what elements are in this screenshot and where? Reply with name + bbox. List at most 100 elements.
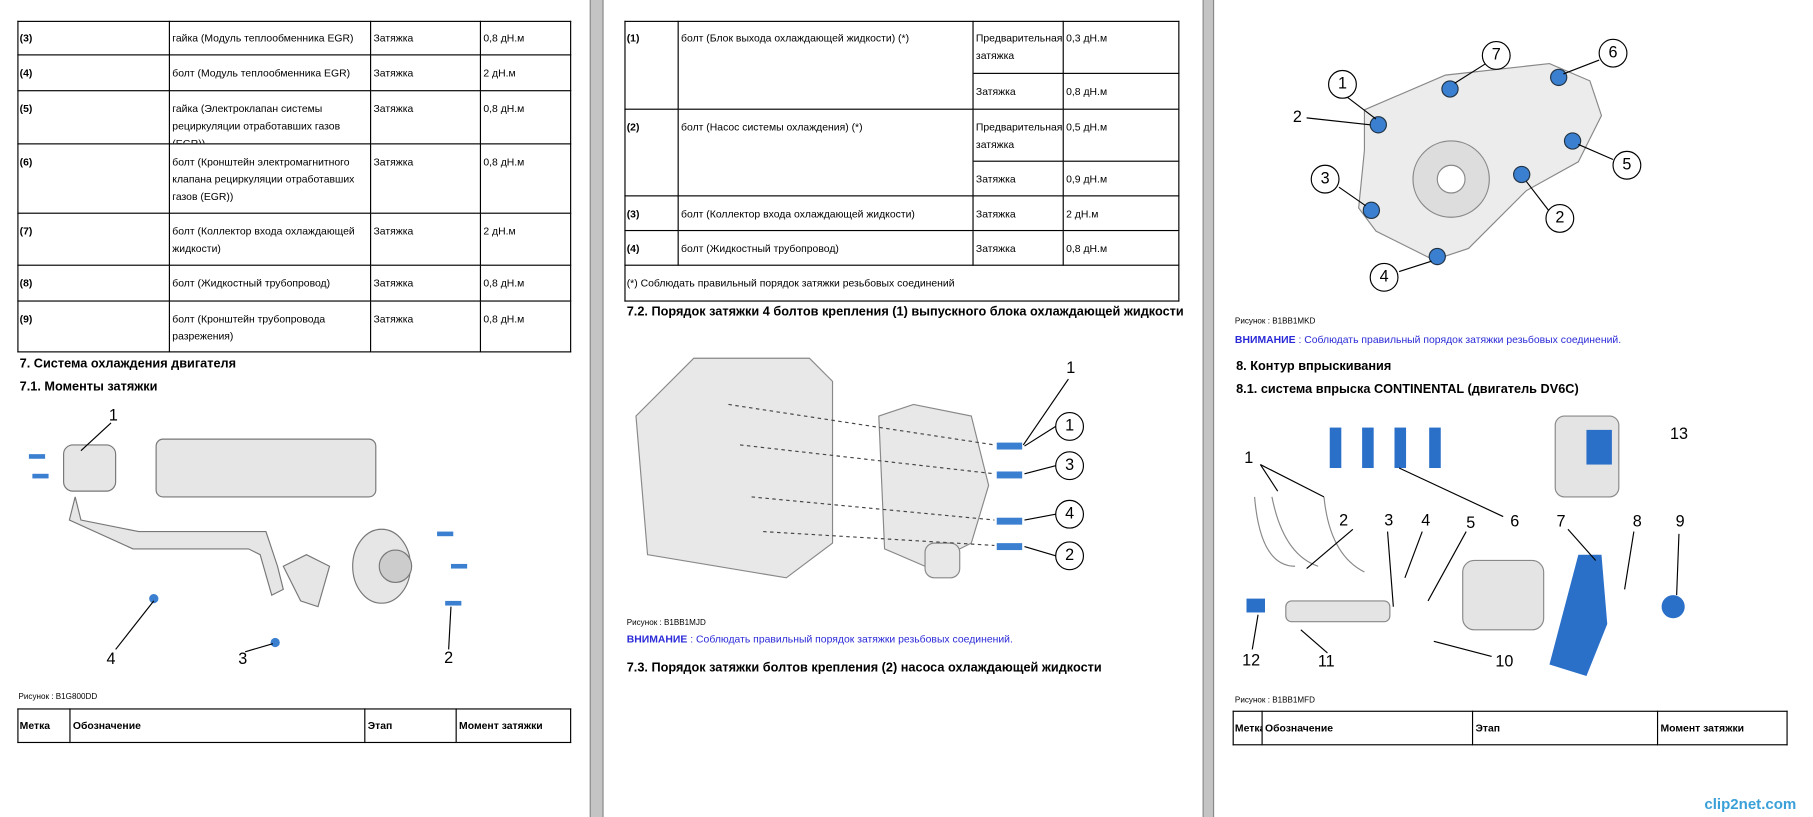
- table-cell: (1): [624, 20, 679, 110]
- dashed-lines: [728, 403, 995, 547]
- callout: 1: [1065, 417, 1074, 435]
- table-cell: Затяжка: [973, 231, 1064, 266]
- parts: [1246, 427, 1685, 677]
- callout-circle: [1055, 411, 1085, 441]
- callout: 5: [1466, 514, 1475, 532]
- table-cell: болт (Кронштейн трубопровода разрежения): [169, 301, 372, 353]
- table-cell: Обозначение: [1262, 710, 1474, 746]
- table-cell: 2 дН.м: [481, 213, 572, 266]
- callout: 5: [1622, 156, 1631, 174]
- watermark: clip2net.com: [1704, 795, 1797, 813]
- table-cell: Обозначение: [70, 708, 366, 744]
- table-cell: Метка: [17, 708, 71, 744]
- leader-lines: [1022, 378, 1069, 557]
- callout-circle: [1612, 150, 1642, 180]
- warning: ВНИМАНИЕ : Соблюдать правильный порядок …: [627, 633, 1013, 645]
- table-cell: Затяжка: [371, 301, 482, 353]
- table-cell: 0,8 дН.м: [481, 265, 572, 302]
- figure-caption: Рисунок : B1BB1MFD: [1234, 696, 1315, 705]
- table-cell: гайка (Модуль теплообменника EGR): [169, 20, 372, 56]
- section-heading: 7.2. Порядок затяжки 4 болтов крепления …: [626, 305, 1184, 319]
- table-cell: Затяжка: [371, 144, 482, 214]
- table-cell: болт (Насос системы охлаждения) (*): [678, 109, 974, 197]
- table-cell: 0,8 дН.м: [481, 20, 572, 56]
- table: [1232, 710, 1788, 746]
- figure-caption: Рисунок : B1BB1MKD: [1234, 317, 1316, 326]
- table-cell: Этап: [365, 708, 457, 744]
- callout: 3: [1384, 511, 1393, 529]
- table-cell: болт (Коллектор входа охлаждающей жидкос…: [169, 213, 372, 266]
- table-cell: Затяжка: [371, 20, 482, 56]
- callout: 2: [1065, 546, 1074, 564]
- callout: 13: [1670, 425, 1688, 443]
- table-cell: болт (Коллектор входа охлаждающей жидкос…: [678, 196, 974, 232]
- table-cell: Затяжка: [371, 265, 482, 302]
- callout: 2: [1555, 209, 1564, 227]
- table-cell: (8): [17, 265, 170, 302]
- table-cell: (5): [17, 91, 170, 145]
- callout: 1: [1066, 359, 1075, 377]
- table-cell: (3): [624, 196, 679, 232]
- callout: 8: [1633, 513, 1642, 531]
- table-cell: (*) Соблюдать правильный порядок затяжки…: [624, 265, 1180, 302]
- callout-circle: [1369, 262, 1399, 292]
- table-cell: Затяжка: [973, 161, 1064, 197]
- subsection-heading: 7.1. Моменты затяжки: [19, 380, 158, 395]
- table-cell: Момент затяжки: [1658, 710, 1788, 746]
- figure-caption: Рисунок : B1G800DD: [18, 693, 98, 702]
- table: [17, 20, 572, 353]
- table-cell: Этап: [1473, 710, 1659, 746]
- callout-circle: [1055, 451, 1085, 481]
- table-cell: Предварительная затяжка: [973, 109, 1064, 162]
- callout: 3: [1065, 456, 1074, 474]
- table-cell: (3): [17, 20, 170, 56]
- table: [17, 708, 572, 744]
- callout: 4: [107, 650, 116, 668]
- table-cell: болт (Модуль теплообменника EGR): [169, 55, 372, 92]
- callout: 2: [1339, 511, 1348, 529]
- callout: 9: [1676, 513, 1685, 531]
- table-cell: 0,9 дН.м: [1063, 161, 1180, 197]
- callout-circle: [1545, 203, 1575, 233]
- warning: ВНИМАНИЕ : Соблюдать правильный порядок …: [1235, 334, 1621, 346]
- table-cell: Затяжка: [973, 196, 1064, 232]
- warning-label: ВНИМАНИЕ: [626, 633, 688, 645]
- callout: 1: [1338, 75, 1347, 93]
- bolts: [28, 454, 468, 648]
- callout: 2: [444, 649, 453, 667]
- callout: 1: [1244, 449, 1253, 467]
- callout: 3: [1321, 169, 1330, 187]
- callout: 6: [1510, 513, 1519, 531]
- callout: 11: [1318, 652, 1335, 670]
- figure-caption: Рисунок : B1BB1MJD: [626, 619, 706, 628]
- table-cell: болт (Жидкостный трубопровод): [678, 231, 974, 266]
- warning-label: ВНИМАНИЕ: [1234, 333, 1296, 346]
- warning-text: : Соблюдать правильный порядок затяжки р…: [1295, 333, 1622, 346]
- callout: 6: [1609, 43, 1618, 61]
- table-cell: 0,8 дН.м: [481, 144, 572, 214]
- callout: 1: [109, 406, 118, 424]
- page-gap: [1202, 0, 1215, 817]
- table-cell: Затяжка: [371, 213, 482, 266]
- callout-circle: [1328, 69, 1357, 99]
- leader-lines: [1251, 464, 1680, 657]
- leader-lines: [80, 422, 452, 653]
- table-cell: (7): [17, 213, 170, 266]
- figure-drawing: [1358, 62, 1603, 261]
- table-cell: (9): [17, 301, 170, 353]
- section-heading: 8. Контур впрыскивания: [1236, 359, 1392, 374]
- table: [624, 20, 1180, 302]
- table-cell: гайка (Электроклапан системы рециркуляци…: [169, 91, 372, 145]
- table-cell: (2): [624, 109, 679, 197]
- callout: 4: [1065, 505, 1074, 523]
- table-cell: болт (Жидкостный трубопровод): [169, 265, 372, 302]
- section-heading: 7. Система охлаждения двигателя: [19, 357, 237, 371]
- callout-circle: [1598, 38, 1628, 68]
- table-cell: 0,8 дН.м: [481, 301, 572, 353]
- table-cell: 2 дН.м: [1063, 196, 1180, 232]
- bolts: [996, 442, 1023, 551]
- callout-circle: [1055, 499, 1085, 529]
